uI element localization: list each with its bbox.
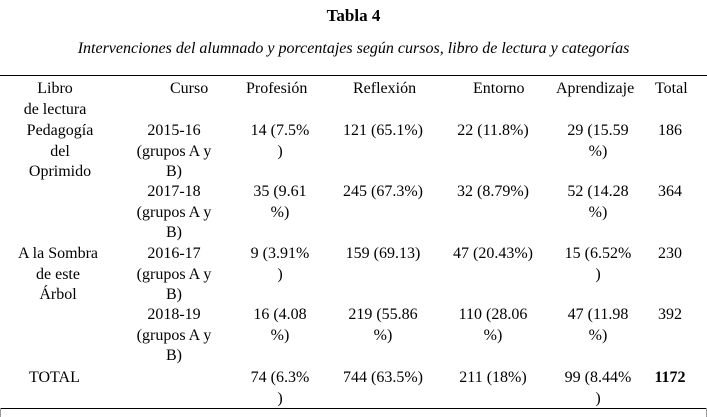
table-subtitle: Intervenciones del alumnado y porcentaje… xyxy=(77,40,630,57)
cell-reflexion: 245 (67.3%) xyxy=(343,183,423,200)
header-profesion: Profesión xyxy=(246,80,308,97)
cell-curso: 2017-18 (grupos A y B) xyxy=(136,183,212,241)
totals-label: TOTAL xyxy=(29,369,80,386)
book-label-1: Pedagogía del Oprimido xyxy=(26,122,94,180)
cell-total: 186 xyxy=(658,122,682,139)
cell-reflexion: 121 (65.1%) xyxy=(343,122,423,139)
cell-reflexion: 159 (69.13) xyxy=(345,245,421,262)
cell-aprendizaje: 52 (14.28 %) xyxy=(567,183,629,221)
cell-total: 364 xyxy=(658,183,682,200)
header-entorno: Entorno xyxy=(473,80,525,97)
cell-profesion: 35 (9.61 %) xyxy=(253,183,307,221)
cell-entorno: 22 (11.8%) xyxy=(457,122,529,139)
cell-profesion: 74 (6.3% ) xyxy=(250,369,310,407)
cell-profesion: 14 (7.5% ) xyxy=(250,122,310,160)
header-total: Total xyxy=(655,80,688,97)
cell-aprendizaje: 15 (6.52% ) xyxy=(564,245,632,283)
cell-curso: 2015-16 (grupos A y B) xyxy=(136,122,212,180)
header-libro: Libro de lectura xyxy=(23,80,87,118)
table-title: Tabla 4 xyxy=(326,6,381,25)
header-curso: Curso xyxy=(170,80,209,97)
cell-profesion: 16 (4.08 %) xyxy=(253,306,307,344)
cell-aprendizaje: 29 (15.59 %) xyxy=(567,122,629,160)
table-bottom-rule xyxy=(0,408,707,409)
table-top-rule xyxy=(0,75,707,76)
cell-reflexion: 219 (55.86 %) xyxy=(348,306,418,344)
header-aprendizaje: Aprendizaje xyxy=(556,80,635,97)
cell-reflexion: 744 (63.5%) xyxy=(343,369,423,386)
cell-aprendizaje: 47 (11.98 %) xyxy=(567,306,629,344)
cell-total: 230 xyxy=(658,245,682,262)
book-label-2: A la Sombra de este Árbol xyxy=(18,245,98,303)
cell-aprendizaje: 99 (8.44% ) xyxy=(564,369,632,407)
table-left-edge xyxy=(0,408,1,417)
cell-curso: 2016-17 (grupos A y B) xyxy=(136,245,212,303)
cell-entorno: 211 (18%) xyxy=(459,369,527,386)
cell-entorno: 110 (28.06 %) xyxy=(458,306,528,344)
header-reflexion: Reflexión xyxy=(353,80,417,97)
cell-curso: 2018-19 (grupos A y B) xyxy=(136,306,212,364)
cell-grand-total: 1172 xyxy=(654,369,686,386)
cell-total: 392 xyxy=(658,306,682,323)
cell-entorno: 32 (8.79%) xyxy=(457,183,529,200)
cell-entorno: 47 (20.43%) xyxy=(453,245,533,262)
cell-profesion: 9 (3.91% ) xyxy=(250,245,310,283)
